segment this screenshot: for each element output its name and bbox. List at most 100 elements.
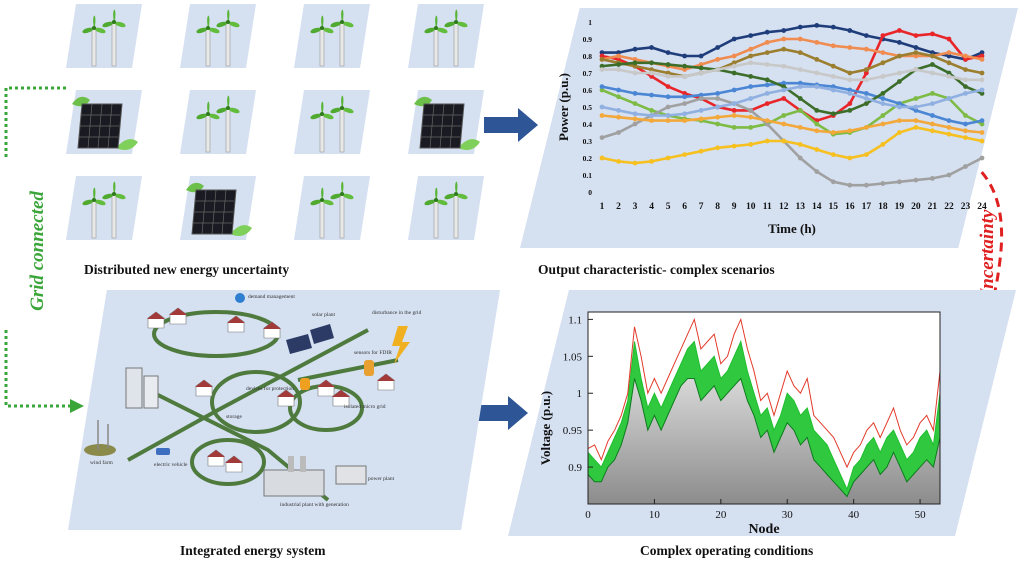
data-point [649,92,654,98]
data-point [913,177,919,183]
series-line [601,37,983,71]
data-point [979,70,985,76]
data-point [830,24,836,30]
ytick-label: 0.5 [583,103,593,112]
data-point [930,53,935,59]
wind-turbine-tile [408,4,484,68]
solar-panel-tile [66,90,142,154]
data-point [797,36,803,42]
data-point [616,114,621,120]
ytick-label: 0 [588,188,592,197]
data-point [682,118,688,123]
data-point [698,108,704,113]
wind-turbine-tile [66,4,142,68]
xtick-label: 7 [699,202,704,212]
data-point [731,60,737,66]
data-point [896,28,902,33]
ytick-label: 0.95 [563,425,583,437]
data-point [814,121,820,127]
xtick-label: 4 [649,202,654,212]
data-point [764,101,770,106]
grid-connected-label: Grid connected [27,191,48,311]
data-point [715,96,721,101]
ytick-label: 0.7 [583,69,593,78]
data-point [814,108,820,113]
data-point [632,160,638,166]
ytick-label: 0.6 [583,86,593,95]
data-point [913,67,919,72]
data-point [963,128,968,134]
xtick-label: 13 [796,202,806,212]
data-point [682,74,688,79]
data-point [946,118,952,123]
data-point [963,135,968,140]
green-band [588,341,940,497]
network-ring [190,438,266,486]
label-sensors: sensors for FDIR [354,349,392,356]
wind-turbine-tile [294,90,370,154]
data-point [616,67,621,72]
data-point [649,159,654,164]
data-point [963,53,968,59]
data-point [616,53,621,59]
data-point [632,111,638,117]
y-axis-label: Voltage (p.u.) [538,391,553,465]
xtick-label: 14 [812,202,822,212]
data-point [946,60,952,66]
data-point [814,57,820,62]
data-point [781,87,787,93]
series-line [601,61,983,116]
solar-panel-icon [286,334,312,354]
solar-panel-tile [180,176,256,240]
series-line [587,377,941,498]
data-point [731,101,737,106]
solar-panel-icon [310,324,334,344]
xtick-label: 11 [763,202,772,212]
x-axis-label: Time (h) [768,221,816,236]
data-point [748,125,754,130]
ytick-label: 0.3 [583,137,593,146]
data-point [946,50,952,55]
ytick-label: 0.9 [583,35,593,44]
data-point [715,104,721,110]
data-point [649,70,654,76]
data-point [599,63,605,69]
data-point [665,94,671,100]
data-point [847,77,853,83]
data-point [682,91,688,96]
label-demand: demand management [248,294,295,300]
xtick-label: 1 [600,202,605,212]
data-point [632,101,638,106]
data-point [979,53,985,59]
data-point [930,62,935,67]
label-power-plant: power plant [368,476,395,482]
lightning-icon [392,326,410,364]
data-point [880,60,886,66]
xtick-label: 15 [829,202,839,212]
data-point [731,108,737,113]
data-point [616,130,621,135]
data-point [847,155,853,161]
data-point [599,87,605,93]
data-point [731,53,737,59]
data-point [880,181,886,186]
wind-turbine-tile [66,176,142,240]
data-point [930,121,935,127]
xtick-label: 24 [977,202,987,212]
ytick-label: 1.1 [568,314,582,326]
data-point [946,125,952,130]
label-ev: electric vehicle [154,462,188,468]
data-point [665,74,671,79]
data-point [764,29,770,35]
data-point [599,53,605,59]
output-chart-panel [520,8,1018,248]
caption-complex: Complex operating conditions [640,543,814,558]
data-point [847,45,853,50]
data-point [731,87,737,93]
data-point [979,77,985,83]
data-point [781,121,787,127]
data-point [599,135,605,140]
xtick-label: 10 [746,202,756,212]
data-point [863,125,869,130]
data-point [616,159,621,164]
